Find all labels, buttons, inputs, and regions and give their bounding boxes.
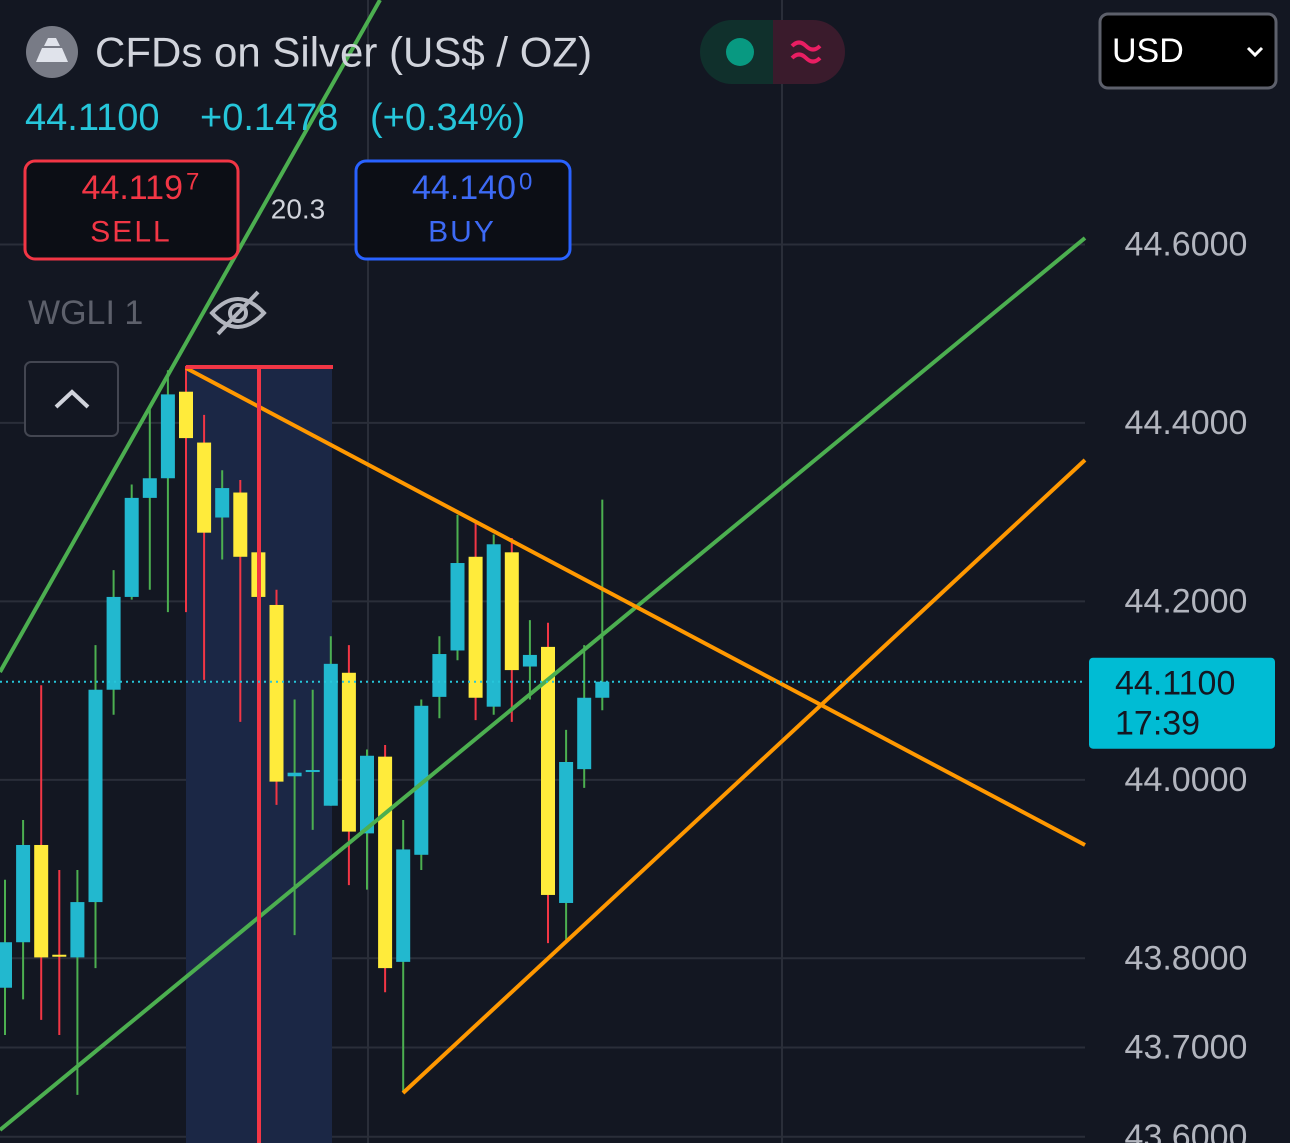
candle-body [34,844,49,958]
delay-icon [790,40,822,64]
y-tick-label: 44.4000 [1125,404,1248,442]
candle-body [577,697,592,770]
buy-label: BUY [428,216,496,249]
candle-body [341,672,356,832]
candle-body [269,604,284,782]
y-tick-label: 44.0000 [1125,761,1248,799]
buy-button[interactable] [354,159,572,261]
last-price-box [1089,657,1275,749]
status-pill [773,20,813,84]
y-tick-label: 44.2000 [1125,582,1248,620]
candle-body [595,681,610,698]
candle-body [197,442,212,533]
indicator-name: WGLI 1 [28,294,143,332]
y-tick-label: 44.6000 [1125,225,1248,263]
eye-slash [216,290,260,336]
currency: USD [1112,32,1184,70]
candle-body [142,478,157,498]
eye-pupil [228,303,248,323]
candle-body [559,762,574,903]
candle-body [233,492,248,557]
sell-button[interactable] [23,159,240,261]
candle-body [468,556,483,698]
change: +0.1478 [200,97,338,139]
buy-price: 44.140 [412,169,516,207]
change-pct: (+0.34%) [370,97,525,139]
candle-body [504,552,519,671]
sell-price: 44.119 [82,169,183,207]
candle-body [486,544,501,707]
candle-body [396,849,411,962]
countdown: 17:39 [1115,705,1200,743]
candle-body [0,942,12,988]
y-tick-label: 43.7000 [1125,1029,1248,1067]
candle-body [124,497,139,597]
market-open-dot [726,38,754,66]
title: CFDs on Silver (US$ / OZ) [95,29,592,76]
candle-body [88,689,103,903]
hide-icon[interactable] [209,290,267,336]
candle-body [323,663,338,806]
candle-body [432,654,447,697]
y-axis: 43.6000 43.7000 43.8000 44.0000 44.2000 44.40… [0,225,1275,1143]
sell-pip: 7 [186,169,199,196]
candle-body [522,654,537,667]
candle-body [16,844,31,943]
candle-body [414,705,429,855]
spread: 20.3 [271,194,326,225]
candle-body [52,954,67,957]
price: 44.1100 [25,97,160,139]
candle-body [70,902,85,958]
y-tick-label: 43.6000 [1125,1118,1248,1143]
trend-line [0,0,382,673]
drawings [0,0,1087,1143]
candle-body [541,646,555,895]
candle-body [179,391,193,439]
y-tick-label: 43.8000 [1125,939,1248,977]
candle-body [450,563,465,651]
last-price-label: 44.1100 [1115,665,1235,703]
sell-label: SELL [90,216,171,249]
candle-body [287,772,302,777]
chevron-up [54,389,90,409]
candle-body [106,596,121,690]
trend-line [401,458,1087,1095]
candle-body [160,394,175,479]
currency-select[interactable] [1098,12,1278,90]
candle-body [215,488,230,518]
collapse-button[interactable] [24,361,119,437]
chevron-down [1246,46,1264,58]
symbol-icon-bars [36,38,68,62]
candle-body [360,755,374,834]
candle-body [378,756,393,969]
trend-line [0,236,1087,1132]
buy-pip: 0 [519,169,532,196]
trend-line [185,366,1086,847]
candle-body [305,770,320,773]
candles [0,365,610,1095]
